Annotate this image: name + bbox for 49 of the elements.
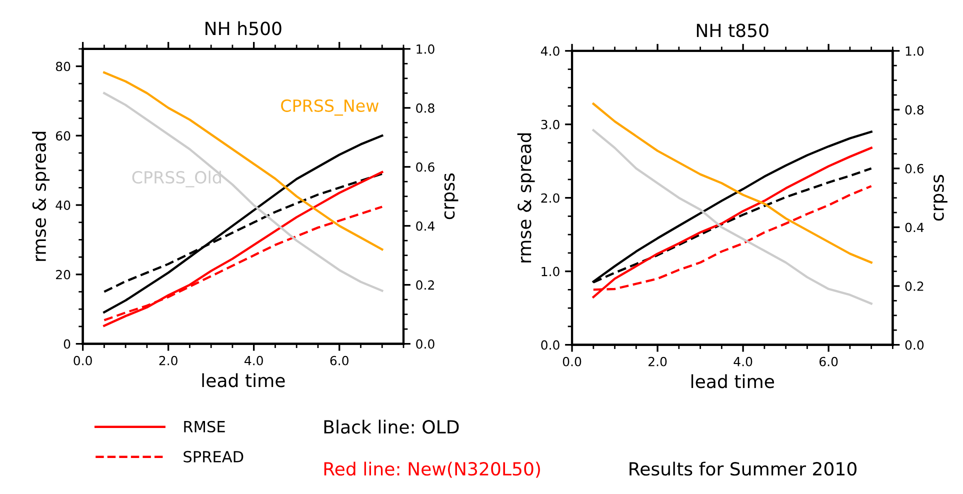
y2-tick-label: 0.8 [416,103,434,113]
y-tick-label: 20 [56,270,70,280]
x-tick-label: 6.0 [820,356,838,366]
x-tick-label: 2.0 [648,356,667,366]
y-tick-label: 0.0 [541,340,560,350]
y-tick-label: 80 [56,62,70,72]
y2-tick-label: 0.8 [905,105,924,115]
y-tick-label: 40 [56,200,70,210]
legend-label: RMSE [184,420,225,432]
line-series [103,71,384,251]
legend-label: SPREAD [184,450,244,462]
x-tick-label: 0.0 [562,356,582,366]
y-tick-label: 60 [56,131,70,141]
chart-title: NH t850 [696,24,768,38]
y2-axis-title: crpss [444,173,458,220]
y-axis-title: rmse & spread [32,132,50,261]
y2-tick-label: 0.0 [416,339,434,349]
text: Black line: OLD [324,420,459,434]
y2-tick-label: 0.2 [416,280,434,290]
line-series [103,170,384,327]
x-axis-title: lead time [202,373,285,388]
y2-tick-label: 0.2 [905,282,924,291]
x-tick-label: 4.0 [244,356,263,366]
y2-tick-label: 0.0 [905,340,924,350]
text: Results for Summer 2010 [630,462,856,476]
text: CPRSS_New [281,99,379,116]
chart-title: NH h500 [206,21,282,36]
line-series [103,92,384,292]
y2-tick-label: 0.4 [905,222,924,232]
y2-axis-title: crpss [934,174,948,221]
y-tick-label: 4.0 [540,46,560,56]
y2-tick-label: 1.0 [416,44,434,54]
line-series [103,134,384,314]
y-axis-title: rmse & spread [517,133,535,262]
y2-tick-label: 1.0 [906,46,924,56]
x-tick-label: 6.0 [330,356,348,366]
y2-tick-label: 0.6 [416,162,434,172]
x-tick-label: 2.0 [159,356,178,366]
x-axis-title: lead time [691,374,774,388]
y-tick-label: 0 [64,339,70,349]
text: Red line: New(N320L50) [324,462,540,478]
y-tick-label: 2.0 [541,193,560,203]
y2-tick-label: 0.4 [416,221,434,231]
y-tick-label: 3.0 [541,120,560,130]
x-tick-label: 0.0 [74,356,92,366]
x-tick-label: 4.0 [734,356,752,366]
y-tick-label: 1.0 [542,266,560,276]
line-series [592,102,872,264]
y2-tick-label: 0.6 [905,164,924,174]
